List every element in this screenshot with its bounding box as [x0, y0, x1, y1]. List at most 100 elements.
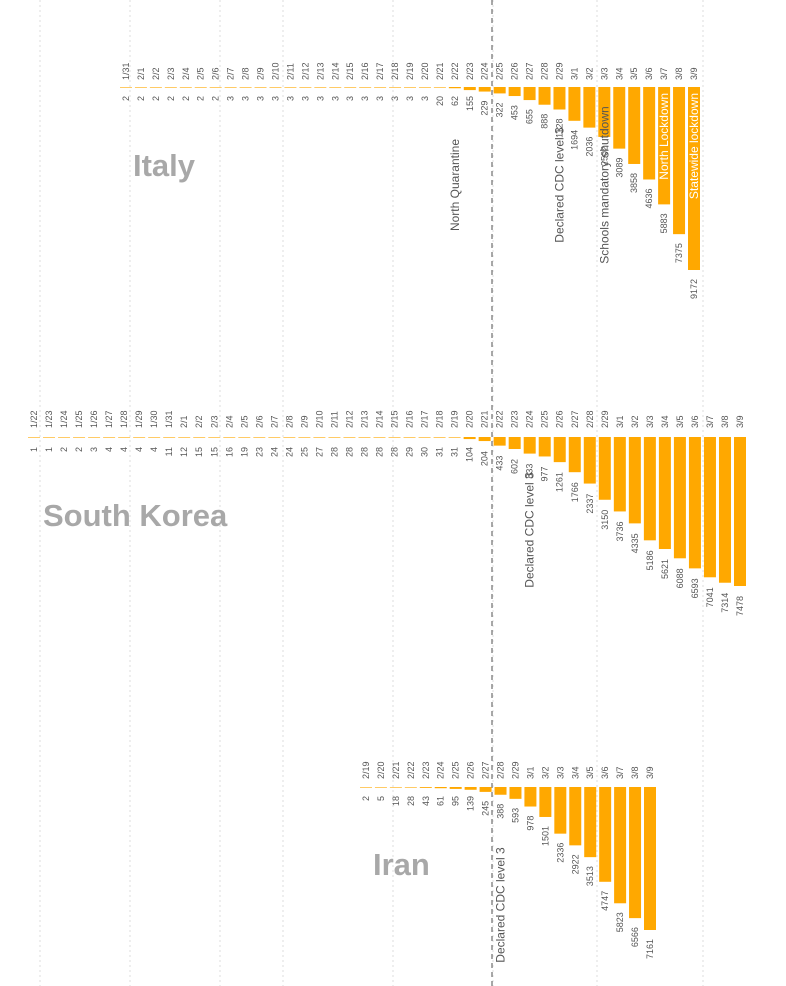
data-label: 3: [360, 96, 370, 101]
data-label: 3: [315, 96, 325, 101]
bar: [598, 87, 611, 137]
tick-label: 3/8: [720, 415, 730, 428]
bar: [88, 437, 101, 438]
bar: [389, 787, 402, 788]
tick-label: 3/9: [645, 766, 655, 779]
tick-label: 2/16: [360, 62, 370, 80]
data-label: 5621: [660, 559, 670, 579]
bar: [374, 87, 387, 88]
panels: Italy 1/31 2/1 2/2 2/3 2/4 2/5 2/6 2/7 2/8 2/9 2/10…: [28, 62, 746, 963]
tick-label: 1/23: [44, 410, 54, 428]
bar: [403, 437, 416, 438]
data-label: 2922: [570, 854, 580, 874]
tick-label: 2/16: [405, 410, 415, 428]
annotation-label: Statewide lockdown: [687, 93, 701, 199]
data-label: 2: [136, 96, 146, 101]
data-label: 3: [285, 96, 295, 101]
tick-label: 3/7: [705, 415, 715, 428]
country-title: Italy: [133, 148, 196, 183]
tick-label: 2/7: [269, 415, 279, 428]
bar: [553, 87, 566, 110]
bar: [343, 437, 356, 438]
bar: [314, 87, 327, 88]
data-label: 28: [344, 447, 354, 457]
data-label: 833: [525, 464, 535, 479]
bar: [208, 437, 221, 438]
bar: [478, 87, 491, 92]
tick-label: 2/23: [510, 410, 520, 428]
tick-label: 3/8: [674, 67, 684, 80]
bar: [494, 787, 507, 795]
panel-2: Iran 2/19 2/20 2/21 2/22 2/23 2/24 2/25 2/26 2/27…: [360, 761, 656, 963]
tick-label: 3/6: [690, 415, 700, 428]
data-label: 204: [480, 451, 490, 466]
tick-label: 2/29: [510, 761, 520, 779]
data-label: 25: [299, 447, 309, 457]
bar: [359, 87, 372, 88]
bar: [569, 787, 582, 846]
data-label: 20: [435, 96, 445, 106]
bar: [133, 437, 146, 438]
bar: [389, 87, 402, 88]
tick-label: 3/5: [675, 415, 685, 428]
bar: [688, 87, 700, 270]
tick-label: 2/21: [435, 62, 445, 80]
data-label: 7041: [705, 587, 715, 607]
data-label: 31: [450, 447, 460, 457]
tick-label: 2/2: [151, 67, 161, 80]
bar: [493, 437, 506, 446]
bar: [463, 87, 476, 91]
tick-label: 2/21: [391, 761, 401, 779]
bar: [344, 87, 357, 88]
tick-label: 2/27: [570, 410, 580, 428]
data-label: 3: [405, 96, 415, 101]
bar: [374, 787, 387, 788]
tick-label: 3/1: [569, 67, 579, 80]
bar: [538, 437, 551, 457]
tick-label: 2/25: [540, 410, 550, 428]
tick-label: 1/27: [104, 410, 114, 428]
data-label: 602: [510, 459, 520, 474]
tick-label: 3/4: [660, 415, 670, 428]
tick-label: 1/29: [134, 410, 144, 428]
tick-label: 3/2: [540, 766, 550, 779]
bar: [284, 87, 297, 88]
tick-label: 1/22: [29, 410, 39, 428]
tick-label: 3/3: [645, 415, 655, 428]
data-label: 322: [495, 102, 505, 117]
bar: [360, 787, 372, 788]
data-label: 7478: [735, 596, 745, 616]
tick-label: 2/25: [451, 761, 461, 779]
data-label: 15: [194, 447, 204, 457]
tick-label: 2/26: [466, 761, 476, 779]
tick-label: 3/7: [659, 67, 669, 80]
data-label: 4: [134, 447, 144, 452]
bar: [568, 87, 581, 121]
data-label: 977: [540, 466, 550, 481]
bar: [269, 87, 282, 88]
tick-label: 2/15: [390, 410, 400, 428]
data-label: 16: [224, 447, 234, 457]
tick-label: 2/5: [239, 415, 249, 428]
tick-label: 2/20: [465, 410, 475, 428]
data-label: 62: [450, 96, 460, 106]
data-label: 3089: [614, 158, 624, 178]
panel-1: South Korea 1/22 1/23 1/24 1/25 1/26 1/27 1/28 1…: [28, 410, 746, 616]
bar: [434, 787, 447, 789]
tick-label: 2/24: [525, 410, 535, 428]
data-label: 7161: [645, 939, 655, 959]
bar: [658, 87, 671, 205]
bar: [479, 787, 492, 792]
tick-label: 3/2: [630, 415, 640, 428]
bar: [448, 87, 461, 89]
tick-label: 2/26: [555, 410, 565, 428]
data-label: 3: [420, 96, 430, 101]
bar: [433, 87, 446, 88]
bar: [703, 437, 716, 578]
data-label: 3: [226, 96, 236, 101]
bar: [28, 437, 40, 438]
data-label: 433: [495, 456, 505, 471]
bar: [404, 787, 417, 788]
data-label: 23: [254, 447, 264, 457]
